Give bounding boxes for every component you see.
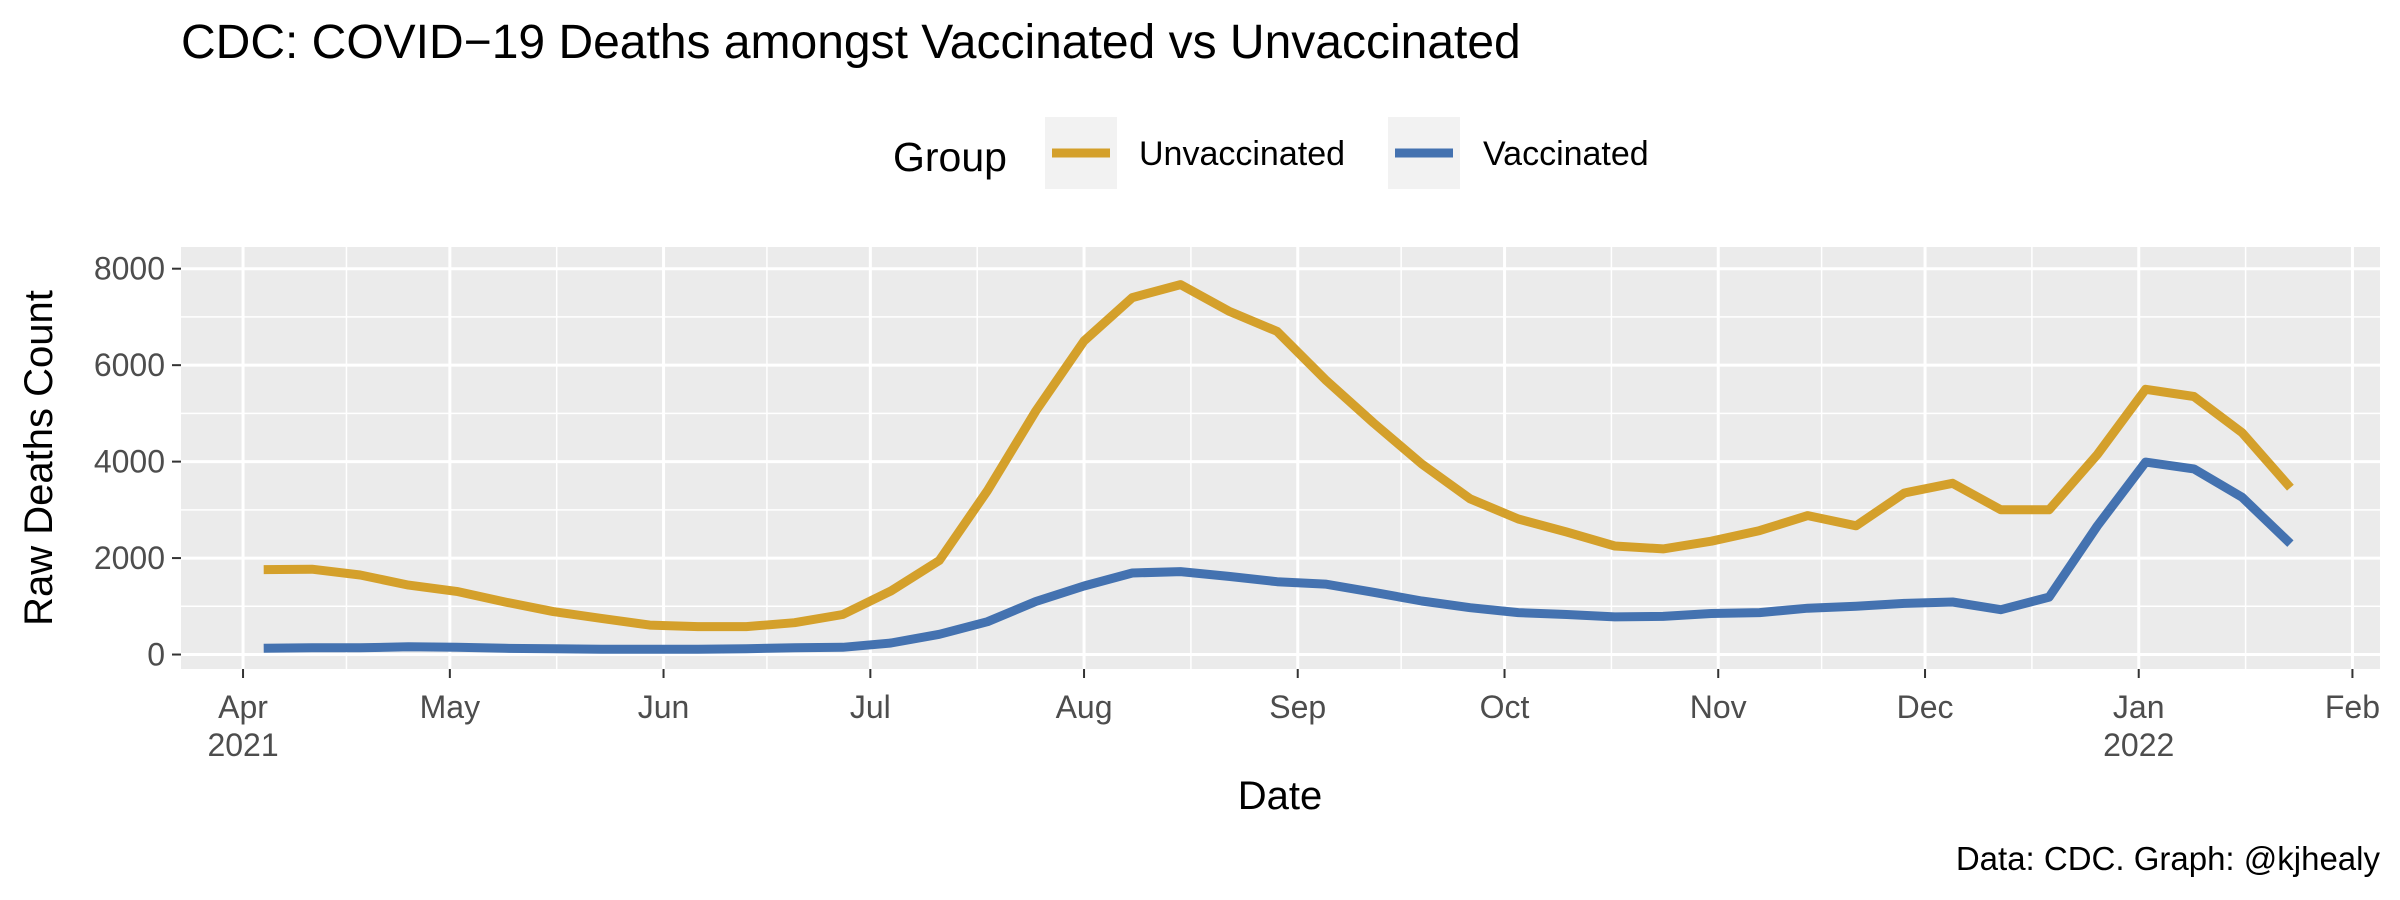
legend-label-unvaccinated: Unvaccinated [1139, 135, 1345, 173]
x-tick-label: Jun [638, 689, 690, 725]
chart-title: CDC: COVID−19 Deaths amongst Vaccinated … [181, 16, 1521, 69]
x-tick-year-label: 2021 [207, 727, 278, 763]
x-tick-label: Jul [850, 689, 891, 725]
x-tick-label: Apr [218, 689, 268, 725]
y-tick-label: 6000 [94, 347, 165, 383]
legend-title: Group [893, 134, 1007, 180]
y-tick-label: 4000 [94, 444, 165, 480]
x-tick-year-label: 2022 [2103, 727, 2174, 763]
x-tick-label: Aug [1056, 689, 1113, 725]
x-tick-label: Oct [1480, 689, 1530, 725]
legend-label-vaccinated: Vaccinated [1483, 135, 1649, 173]
x-tick-label: Sep [1269, 689, 1326, 725]
series-line-vaccinated [263, 457, 2294, 654]
y-axis: 0 2000 4000 6000 8000 [94, 251, 181, 673]
y-tick-label: 8000 [94, 251, 165, 287]
legend-items: Unvaccinated Vaccinated [1045, 117, 1649, 189]
series-lines [263, 280, 2294, 654]
x-tick-label: Dec [1897, 689, 1954, 725]
y-tick-label: 0 [147, 637, 165, 673]
x-tick-label: Nov [1690, 689, 1747, 725]
y-axis-title: Raw Deaths Count [17, 290, 61, 626]
x-tick-label: May [420, 689, 480, 725]
series-line-unvaccinated [263, 280, 2294, 632]
chart-caption: Data: CDC. Graph: @kjhealy [1956, 840, 2381, 877]
x-tick-label: Feb [2325, 689, 2380, 725]
y-tick-label: 2000 [94, 540, 165, 576]
legend: Group Unvaccinated Vaccinated [893, 117, 1649, 189]
x-axis-title: Date [1238, 774, 1323, 818]
x-tick-label: Jan [2113, 689, 2165, 725]
